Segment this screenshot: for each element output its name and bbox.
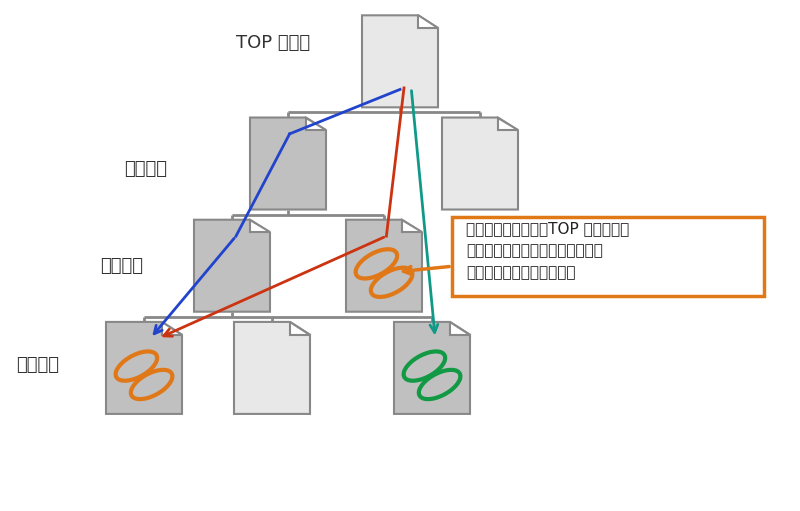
Polygon shape — [362, 15, 438, 107]
Polygon shape — [394, 322, 470, 414]
Polygon shape — [418, 15, 438, 28]
Text: 第４階層: 第４階層 — [16, 356, 59, 375]
Polygon shape — [234, 322, 310, 414]
Text: 第３階層: 第３階層 — [100, 257, 143, 275]
Polygon shape — [106, 322, 182, 414]
FancyBboxPatch shape — [452, 217, 764, 296]
Polygon shape — [162, 322, 182, 335]
Text: 第２階層: 第２階層 — [124, 159, 167, 178]
Polygon shape — [250, 118, 326, 210]
Polygon shape — [306, 118, 326, 130]
Polygon shape — [290, 322, 310, 335]
Polygon shape — [250, 220, 270, 233]
Polygon shape — [346, 220, 422, 312]
Polygon shape — [450, 322, 470, 335]
Polygon shape — [402, 220, 422, 233]
Polygon shape — [498, 118, 518, 130]
Text: TOP ページ: TOP ページ — [236, 34, 310, 53]
Text: 階層が深い場合は、TOP ページから
１～２クリックでアクセスできる
内部リンク構造にしておく: 階層が深い場合は、TOP ページから １～２クリックでアクセスできる 内部リンク… — [466, 221, 630, 280]
Polygon shape — [194, 220, 270, 312]
Polygon shape — [442, 118, 518, 210]
